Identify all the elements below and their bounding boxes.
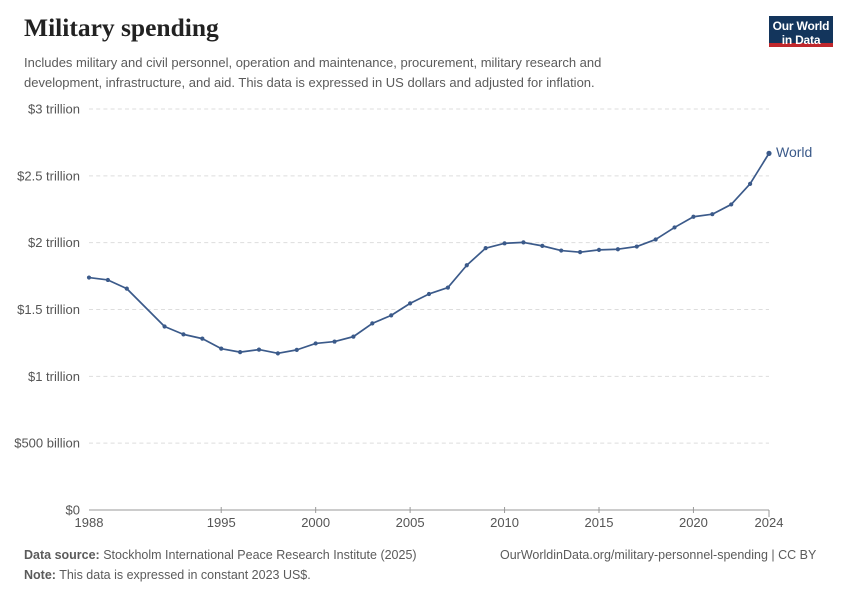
svg-text:$500 billion: $500 billion: [14, 436, 80, 451]
svg-text:2015: 2015: [585, 515, 614, 530]
svg-text:1995: 1995: [207, 515, 236, 530]
svg-text:$2 trillion: $2 trillion: [28, 235, 80, 250]
svg-text:$2.5 trillion: $2.5 trillion: [17, 168, 80, 183]
svg-text:2000: 2000: [301, 515, 330, 530]
svg-text:2005: 2005: [396, 515, 425, 530]
svg-text:$1.5 trillion: $1.5 trillion: [17, 302, 80, 317]
svg-text:$1 trillion: $1 trillion: [28, 369, 80, 384]
svg-text:2010: 2010: [490, 515, 519, 530]
svg-text:2024: 2024: [755, 515, 784, 530]
svg-text:$3 trillion: $3 trillion: [28, 102, 80, 117]
svg-text:2020: 2020: [679, 515, 708, 530]
svg-text:1988: 1988: [75, 515, 104, 530]
svg-text:World: World: [776, 144, 812, 160]
